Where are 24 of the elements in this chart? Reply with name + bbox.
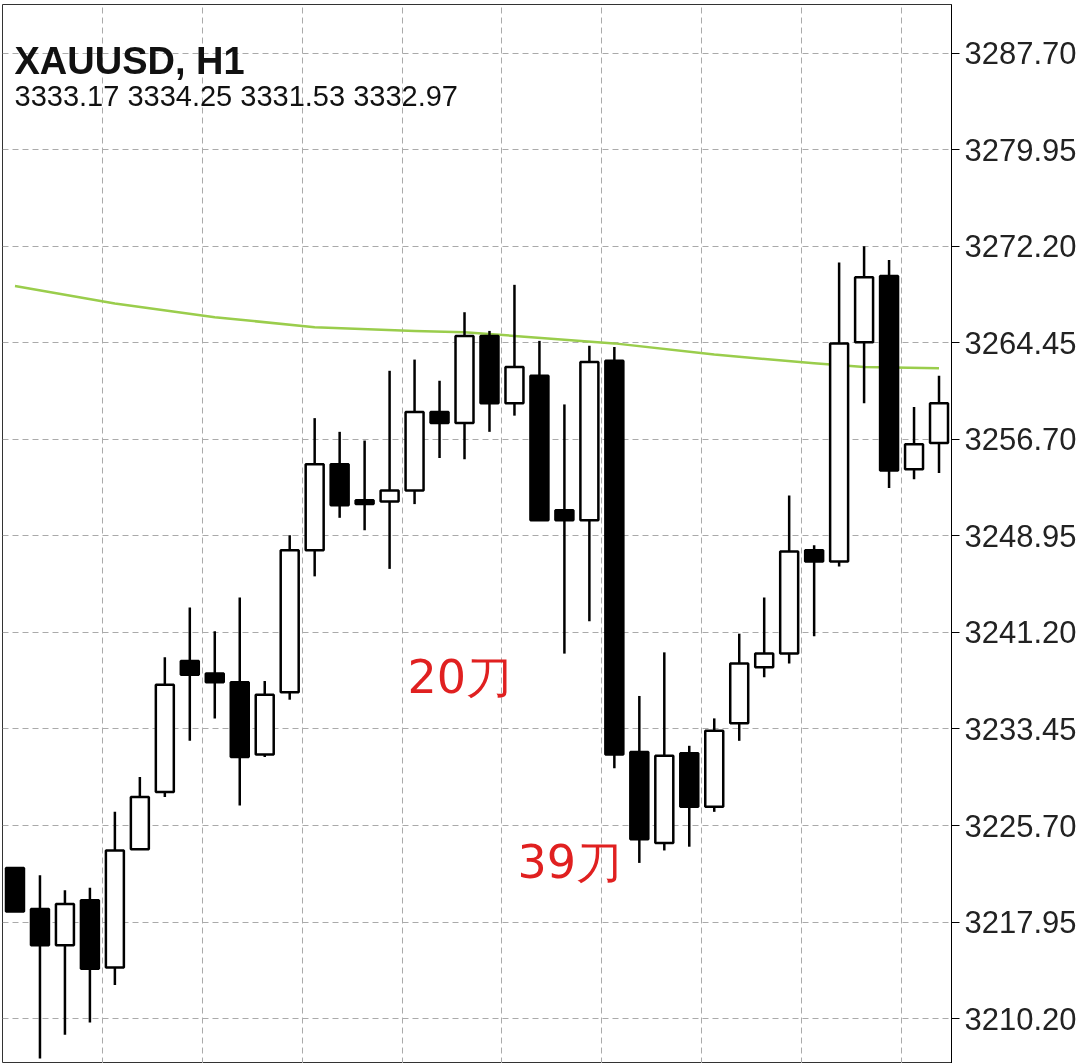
- candlestick: [204, 629, 226, 720]
- y-tick-label: 3279.95: [964, 132, 1077, 168]
- y-tick-label: 3287.70: [964, 36, 1077, 72]
- candlestick: [354, 439, 375, 532]
- annotation: 20刀: [407, 649, 513, 704]
- candlestick: [554, 403, 575, 655]
- text: XAUUSD, H1: [14, 39, 245, 82]
- y-tick-label: 3217.95: [964, 905, 1077, 941]
- y-tick-label: 3233.45: [964, 711, 1077, 747]
- candlestick: [179, 606, 201, 743]
- y-tick-label: 3264.45: [964, 325, 1077, 361]
- candlestick: [753, 596, 775, 679]
- y-tick-label: 3256.70: [964, 422, 1077, 458]
- annotation: 39刀: [517, 834, 623, 889]
- y-tick-label: 3272.20: [964, 229, 1077, 265]
- line-series: [13, 284, 941, 370]
- candlestick: [429, 379, 450, 460]
- text: 3333.17 3334.25 3331.53 3332.97: [14, 79, 458, 112]
- y-tick-label: 3248.95: [964, 518, 1077, 554]
- y-tick-label: 3225.70: [964, 808, 1077, 844]
- y-tick-label: 3241.20: [964, 615, 1077, 651]
- y-tick-label: 3210.20: [964, 1001, 1077, 1037]
- candlestick: [803, 543, 825, 638]
- candlestick: [379, 369, 400, 571]
